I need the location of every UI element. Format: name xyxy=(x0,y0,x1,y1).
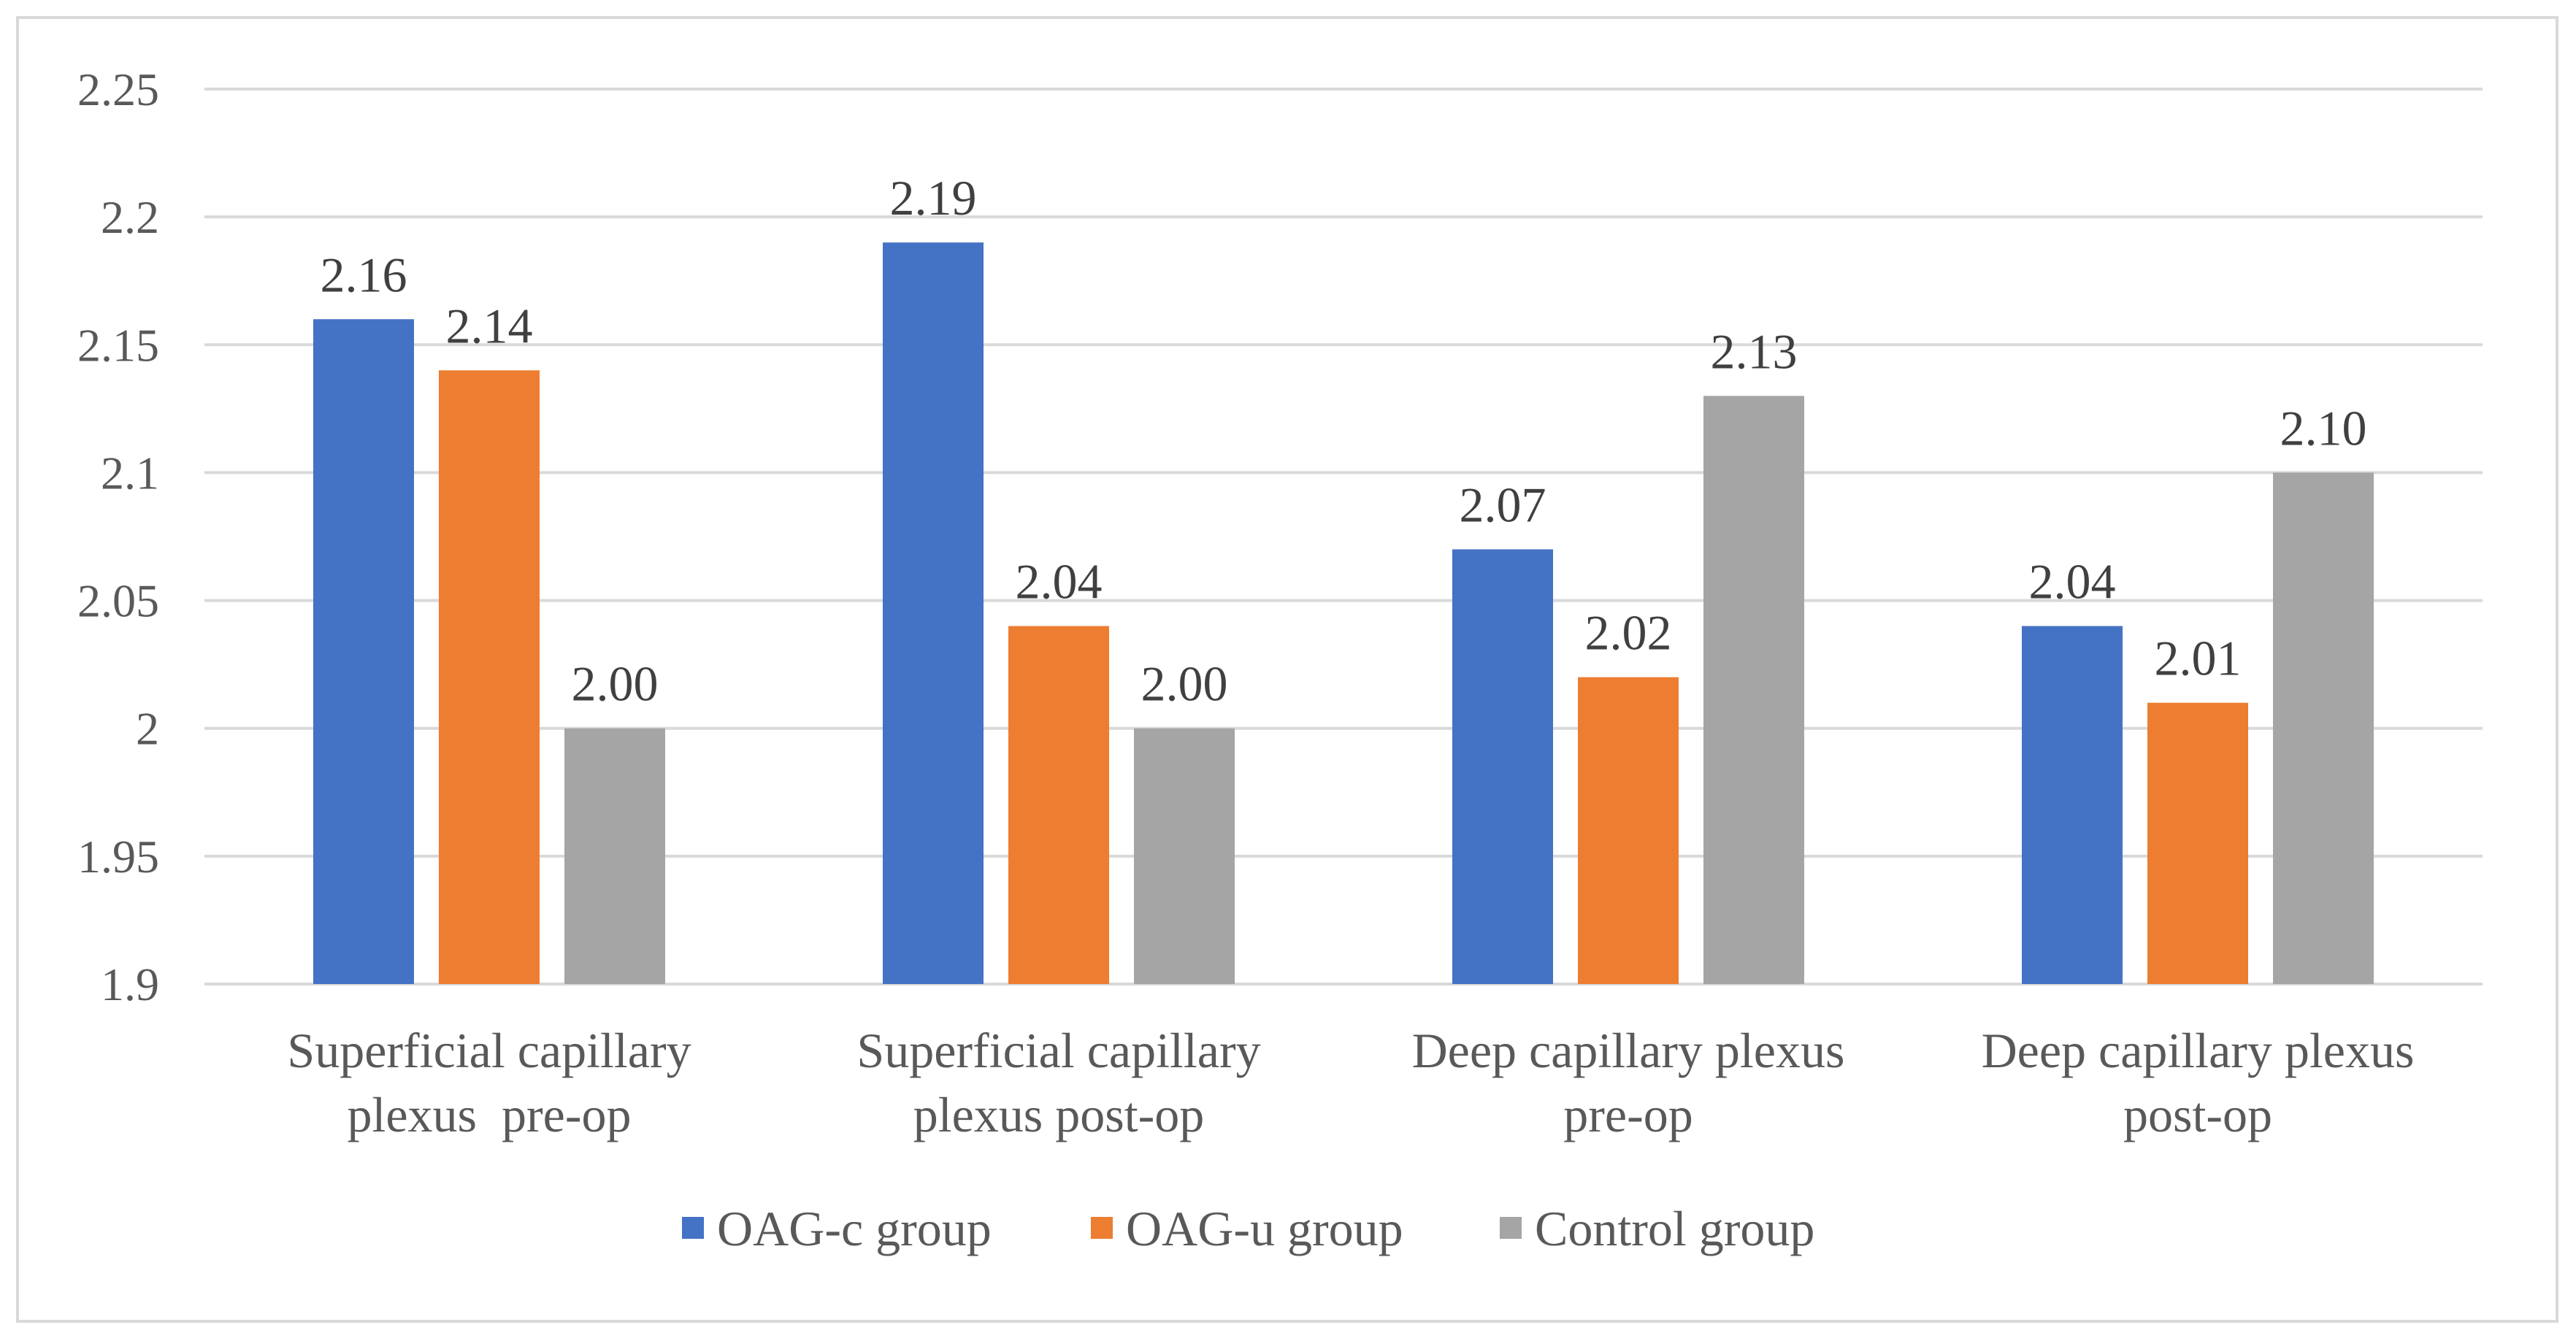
bars xyxy=(313,242,2374,985)
data-label: 2.10 xyxy=(2280,400,2367,456)
x-tick-label: Deep capillary plexus xyxy=(1982,1023,2415,1078)
gridlines xyxy=(204,88,2483,985)
y-axis-ticks: 2.25 2.2 2.15 2.1 2.05 2 1.95 1.9 xyxy=(77,64,159,1010)
bar xyxy=(2273,472,2374,984)
bar xyxy=(1703,396,1804,984)
x-tick-label: Superficial capillary xyxy=(856,1023,1260,1078)
bar xyxy=(2022,626,2123,984)
legend-swatch xyxy=(682,1217,704,1239)
bar xyxy=(439,370,540,984)
data-label: 2.07 xyxy=(1460,477,1546,533)
legend-item: Control group xyxy=(1500,1201,1814,1256)
y-tick-label: 1.9 xyxy=(101,958,159,1010)
x-tick-label: post-op xyxy=(2123,1087,2272,1142)
y-tick-label: 2.25 xyxy=(77,64,159,115)
legend-label: Control group xyxy=(1535,1201,1814,1256)
bar xyxy=(1578,677,1679,984)
y-tick-label: 2.15 xyxy=(77,319,159,371)
bar xyxy=(2147,702,2248,984)
data-label: 2.02 xyxy=(1585,605,1672,661)
bar xyxy=(564,728,665,984)
x-tick-label: Superficial capillary xyxy=(287,1023,691,1078)
bar xyxy=(1008,626,1109,984)
data-label: 2.00 xyxy=(572,656,659,712)
data-label: 2.13 xyxy=(1711,323,1798,379)
x-tick-label: pre-op xyxy=(1563,1087,1693,1142)
legend-label: OAG-c group xyxy=(717,1201,992,1256)
bar xyxy=(1134,728,1235,984)
x-tick-label: Deep capillary plexus xyxy=(1412,1023,1845,1078)
data-label: 2.01 xyxy=(2155,631,2242,686)
data-label: 2.14 xyxy=(446,298,533,353)
data-labels: 2.16 2.19 2.07 2.04 2.14 2.04 2.02 2.01 2.00 2.00… xyxy=(321,170,2367,712)
x-tick-label: plexus pre-op xyxy=(347,1087,631,1142)
legend-swatch xyxy=(1500,1217,1522,1239)
y-tick-label: 2.05 xyxy=(77,575,159,627)
y-tick-label: 2.2 xyxy=(101,191,159,243)
y-tick-label: 2 xyxy=(136,703,159,755)
legend-item: OAG-c group xyxy=(682,1201,992,1256)
data-label: 2.19 xyxy=(890,170,977,226)
data-label: 2.00 xyxy=(1141,656,1228,712)
data-label: 2.04 xyxy=(1016,554,1103,610)
x-tick-label: plexus post-op xyxy=(913,1087,1205,1142)
legend: OAG-c group OAG-u group Control group xyxy=(682,1201,1814,1256)
bar xyxy=(1452,549,1553,984)
legend-item: OAG-u group xyxy=(1091,1201,1403,1256)
x-axis-categories: Superficial capillary plexus pre-op Superf… xyxy=(287,1023,2414,1142)
legend-label: OAG-u group xyxy=(1126,1201,1403,1256)
bar xyxy=(883,242,984,985)
y-tick-label: 2.1 xyxy=(101,447,159,499)
data-label: 2.04 xyxy=(2029,554,2116,610)
y-tick-label: 1.95 xyxy=(77,831,159,883)
data-label: 2.16 xyxy=(321,247,407,302)
bar xyxy=(313,319,414,984)
legend-swatch xyxy=(1091,1217,1113,1239)
